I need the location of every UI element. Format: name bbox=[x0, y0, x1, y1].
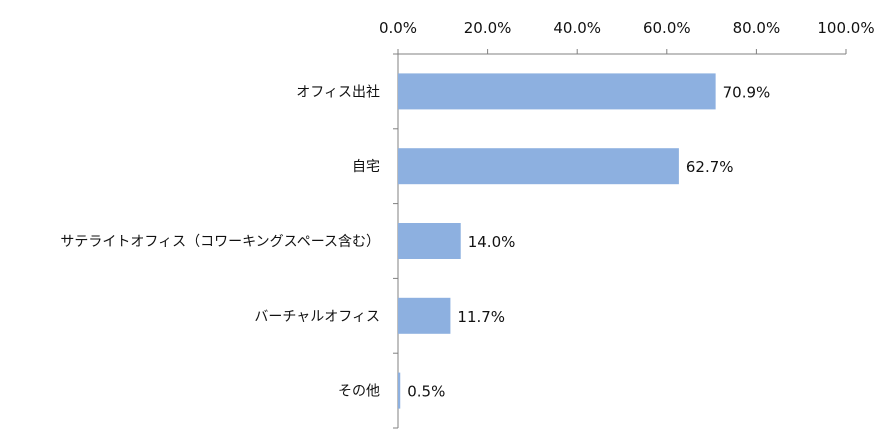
category-label: その他 bbox=[338, 384, 380, 400]
x-tick-label: 100.0% bbox=[817, 19, 874, 37]
bar bbox=[398, 223, 461, 259]
bar bbox=[398, 372, 401, 409]
category-label: サテライトオフィス（コワーキングスペース含む） bbox=[60, 234, 380, 250]
data-label: 14.0% bbox=[468, 233, 516, 251]
data-label: 62.7% bbox=[686, 158, 734, 176]
data-label: 11.7% bbox=[457, 308, 505, 326]
x-tick-label: 80.0% bbox=[733, 19, 781, 37]
data-label: 70.9% bbox=[723, 83, 771, 101]
bar bbox=[398, 148, 679, 185]
x-tick-label: 20.0% bbox=[464, 19, 512, 37]
x-tick-label: 60.0% bbox=[643, 19, 691, 37]
data-label: 0.5% bbox=[407, 383, 445, 401]
category-label: 自宅 bbox=[352, 159, 380, 175]
category-label: バーチャルオフィス bbox=[254, 309, 380, 325]
category-label: オフィス出社 bbox=[296, 84, 380, 100]
bar bbox=[398, 73, 716, 110]
x-tick-label: 40.0% bbox=[553, 19, 601, 37]
bar bbox=[398, 297, 451, 334]
x-tick-label: 0.0% bbox=[379, 19, 417, 37]
